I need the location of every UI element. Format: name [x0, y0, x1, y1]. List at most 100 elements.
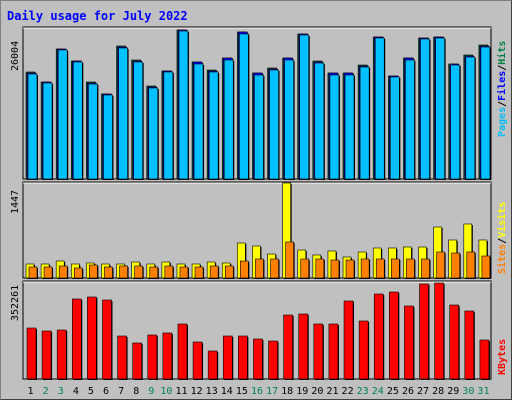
pages-bar: [390, 76, 400, 180]
sites-bar: [466, 251, 476, 279]
sites-bar: [179, 266, 189, 279]
kbytes-bar: [117, 335, 127, 380]
day-label: 7: [118, 386, 124, 397]
sites-bar: [240, 260, 249, 279]
sites-bar: [149, 266, 159, 279]
kbytes-bar: [343, 300, 354, 380]
kbytes-bar: [283, 314, 293, 380]
pages-bar: [254, 74, 264, 180]
sites-bar: [58, 265, 68, 279]
kbytes-bar: [162, 332, 173, 380]
day-label: 24: [372, 386, 384, 397]
kbytes-bar: [147, 334, 158, 380]
sites-bar: [360, 258, 370, 279]
pages-bar: [223, 59, 234, 180]
visits-max-label: 1447: [10, 190, 21, 214]
sites-bar: [421, 258, 430, 279]
kbytes-bar: [207, 350, 218, 380]
kbytes-bar: [313, 323, 324, 380]
sites-bar: [89, 264, 98, 279]
sites-bar: [164, 265, 174, 279]
hits-legend-item: Hits: [496, 41, 508, 65]
day-label: 8: [133, 386, 139, 397]
pages-bar: [239, 33, 249, 180]
pages-bar: [27, 73, 38, 180]
kbytes-bar: [41, 330, 52, 380]
day-label: 15: [236, 386, 248, 397]
hits-legend-item: Files: [496, 71, 508, 101]
sites-bar: [255, 258, 264, 279]
pages-bar: [42, 82, 53, 180]
visits-legend-item: Visits: [496, 202, 508, 238]
day-label: 13: [206, 386, 218, 397]
kbytes-bar: [71, 298, 82, 380]
pages-bar: [103, 94, 113, 180]
day-label: 16: [251, 386, 263, 397]
pages-bar: [163, 71, 174, 180]
pages-bar: [465, 56, 476, 180]
sites-bar: [345, 259, 355, 279]
kbytes-bar: [26, 327, 37, 380]
pages-bar: [374, 37, 385, 180]
sites-bar: [73, 267, 83, 279]
kbytes-bar: [56, 329, 67, 380]
kbytes-bar: [434, 282, 444, 380]
sites-bar: [436, 251, 445, 279]
visits-legend: Sites/Visits: [496, 202, 508, 274]
kbytes-bar: [404, 305, 414, 380]
hits-legend-item: /: [497, 65, 508, 71]
kbytes-bar: [464, 310, 475, 380]
pages-bar: [57, 49, 68, 180]
pages-bar: [133, 61, 143, 180]
day-label: 20: [311, 386, 323, 397]
day-label: 5: [88, 386, 94, 397]
sites-bar: [209, 265, 219, 279]
day-label: 17: [266, 386, 278, 397]
kbytes-bar: [268, 340, 278, 380]
kbytes-bar: [177, 323, 188, 380]
kbytes-bar: [238, 335, 248, 380]
sites-bar: [451, 252, 461, 279]
sites-bar: [300, 258, 310, 279]
sites-bar: [391, 258, 400, 279]
sites-bar: [315, 258, 325, 279]
kbytes-max-label: 352261: [10, 285, 21, 321]
pages-bar: [359, 66, 370, 180]
pages-bar: [405, 59, 415, 180]
sites-bar: [375, 258, 385, 279]
day-label: 27: [417, 386, 429, 397]
hits-legend: Pages/Files/Hits: [496, 41, 508, 137]
kbytes-bar: [87, 296, 97, 380]
hits-legend-item: Pages: [497, 107, 508, 137]
kbytes-bar: [132, 342, 142, 380]
visits-legend-item: Sites: [496, 244, 508, 274]
sites-bar: [43, 266, 53, 279]
day-label: 3: [58, 386, 64, 397]
kbytes-bar: [328, 323, 339, 380]
day-label: 28: [432, 386, 444, 397]
pages-bar: [329, 74, 340, 180]
hits-legend-item: /: [497, 101, 508, 107]
sites-bar: [119, 265, 128, 279]
kbytes-bar: [222, 335, 233, 380]
kbytes-bar: [358, 320, 369, 380]
day-label: 26: [402, 386, 414, 397]
kbytes-bar: [419, 283, 429, 380]
day-label: 6: [103, 386, 109, 397]
pages-bar: [269, 69, 279, 180]
sites-bar: [481, 255, 491, 279]
sites-bar: [28, 266, 38, 279]
pages-bar: [118, 47, 128, 180]
kbytes-legend: KBytes: [497, 339, 508, 375]
kbytes-bar: [479, 339, 490, 380]
pages-bar: [193, 63, 204, 180]
hits-max-label: 26004: [10, 41, 21, 71]
day-label: 31: [477, 386, 489, 397]
day-label: 10: [160, 386, 172, 397]
day-label: 22: [342, 386, 354, 397]
sites-bar: [285, 241, 294, 279]
day-label: 30: [462, 386, 474, 397]
pages-bar: [344, 74, 355, 180]
sites-bar: [104, 266, 113, 279]
